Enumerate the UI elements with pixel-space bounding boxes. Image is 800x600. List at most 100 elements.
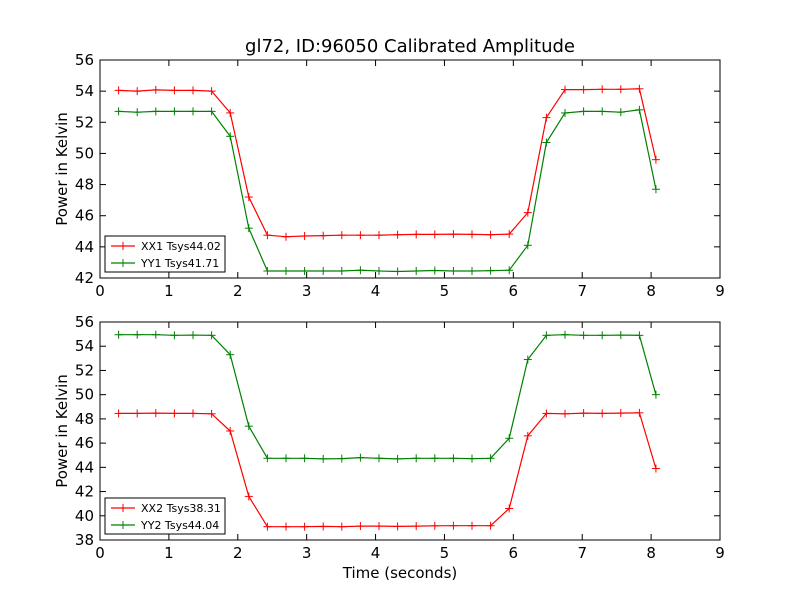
x-tick-label: 7 [577, 282, 587, 300]
data-point [651, 464, 660, 473]
data-point [282, 232, 290, 241]
data-point [207, 331, 216, 340]
y-tick-label: 56 [75, 51, 94, 69]
x-tick-label: 3 [302, 544, 312, 562]
y-tick-label: 38 [75, 531, 94, 549]
data-point [207, 107, 216, 116]
data-point [505, 504, 514, 513]
data-point [300, 266, 309, 275]
data-point [226, 350, 235, 359]
data-point [430, 266, 439, 275]
y-tick-label: 50 [75, 144, 94, 162]
data-point [263, 231, 272, 240]
data-point [651, 390, 660, 399]
data-point [244, 193, 253, 202]
chart-title: gl72, ID:96050 Calibrated Amplitude [245, 36, 575, 57]
data-point [412, 230, 421, 239]
data-point [412, 522, 421, 531]
data-point [579, 85, 588, 94]
data-point [170, 86, 179, 95]
data-point [133, 108, 142, 117]
data-point [412, 266, 421, 275]
x-tick-label: 7 [577, 544, 587, 562]
y-axis-label: Power in Kelvin [53, 374, 71, 488]
data-point [523, 431, 532, 440]
data-point [114, 330, 123, 339]
data-point [616, 85, 625, 94]
data-point [263, 266, 272, 275]
data-point [542, 138, 551, 147]
x-tick-label: 2 [233, 544, 243, 562]
data-point [300, 454, 309, 463]
data-point [375, 266, 383, 275]
data-point [598, 85, 607, 94]
y-tick-label: 46 [75, 207, 94, 225]
data-point [561, 409, 569, 418]
data-point [337, 231, 346, 240]
legend-label: YY2 Tsys44.04 [140, 519, 219, 532]
legend-box [104, 497, 226, 535]
data-point [375, 522, 383, 531]
data-point [114, 107, 123, 116]
data-point [486, 266, 495, 275]
data-point [561, 85, 569, 94]
y-tick-label: 46 [75, 434, 94, 452]
data-point [598, 107, 607, 116]
data-point [393, 230, 402, 239]
y-tick-label: 52 [75, 361, 94, 379]
data-point [430, 230, 439, 239]
data-point [375, 231, 383, 240]
data-point [207, 409, 216, 418]
data-point [337, 522, 346, 531]
data-point [486, 230, 495, 239]
data-point [635, 408, 644, 417]
data-point [356, 522, 365, 531]
data-point [449, 454, 458, 463]
x-tick-label: 8 [646, 282, 656, 300]
data-point [468, 521, 476, 530]
data-point [598, 331, 607, 340]
data-point [616, 108, 625, 117]
data-point [282, 266, 290, 275]
data-point [542, 113, 551, 122]
data-point [523, 355, 532, 364]
data-point [505, 434, 514, 443]
data-point [151, 330, 160, 339]
y-tick-label: 50 [75, 386, 94, 404]
x-tick-label: 4 [371, 282, 381, 300]
data-point [337, 454, 346, 463]
data-point [319, 266, 328, 275]
data-point [319, 231, 328, 240]
data-point [393, 267, 402, 276]
x-axis-label: Time (seconds) [342, 564, 458, 582]
y-tick-label: 48 [75, 410, 94, 428]
data-point [542, 409, 551, 418]
data-point [114, 409, 123, 418]
data-point [505, 230, 514, 239]
data-point [207, 87, 216, 96]
data-point [319, 522, 328, 531]
x-tick-label: 0 [95, 544, 105, 562]
data-point [505, 266, 514, 275]
y-tick-label: 54 [75, 82, 94, 100]
data-point [356, 231, 365, 240]
legend-label: XX1 Tsys44.02 [141, 240, 221, 253]
data-point [356, 266, 365, 275]
y-tick-label: 42 [75, 269, 94, 287]
legend: XX1 Tsys44.02 YY1 Tsys41.71 [104, 235, 226, 273]
data-point [337, 266, 346, 275]
data-point [449, 266, 458, 275]
y-tick-label: 44 [75, 238, 94, 256]
data-point [430, 521, 439, 530]
y-tick-label: 52 [75, 113, 94, 131]
data-point [244, 224, 253, 233]
data-point [542, 331, 551, 340]
data-point [449, 230, 458, 239]
data-point [579, 331, 588, 340]
data-point [598, 409, 607, 418]
data-point [189, 331, 197, 340]
plot-frame [99, 321, 721, 541]
